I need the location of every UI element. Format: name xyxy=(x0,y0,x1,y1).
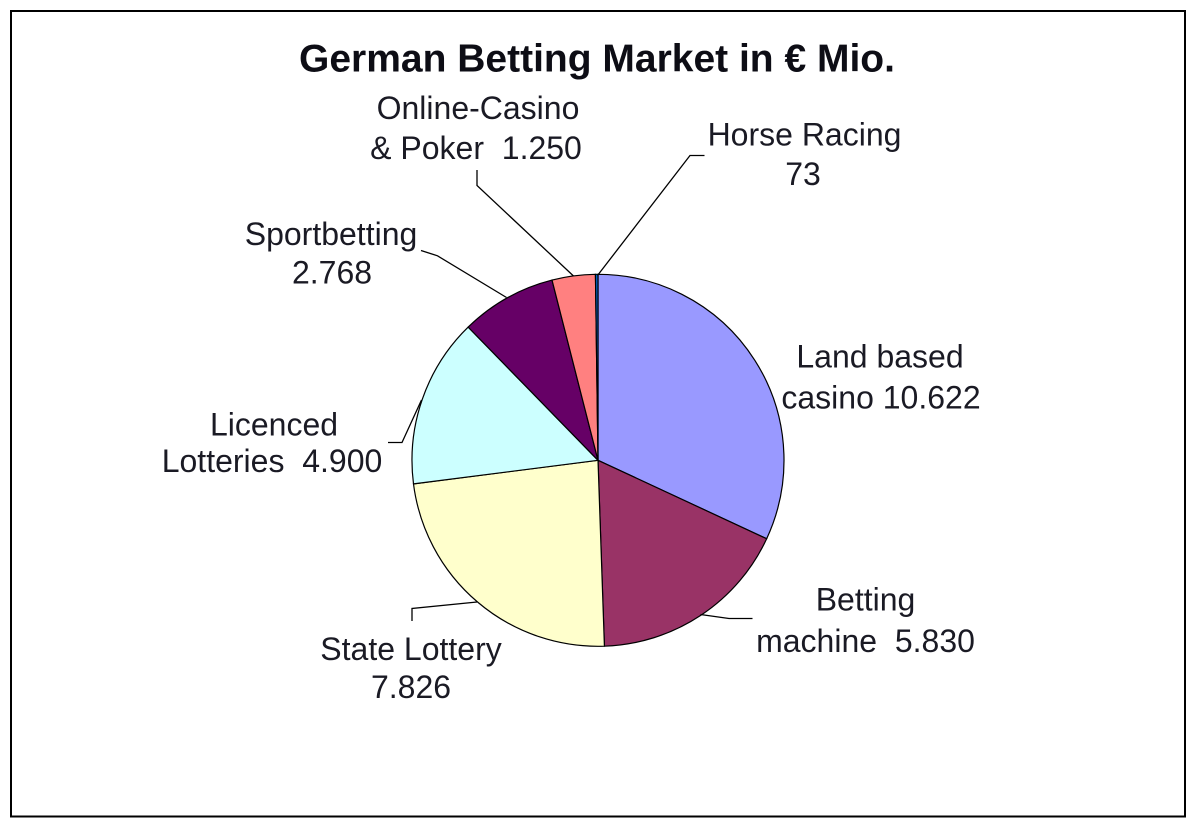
svg-text:Land based: Land based xyxy=(796,338,963,374)
svg-text:State Lottery: State Lottery xyxy=(320,631,501,667)
svg-text:Betting: Betting xyxy=(816,582,916,618)
svg-text:73: 73 xyxy=(785,156,821,192)
svg-text:2.768: 2.768 xyxy=(292,255,372,291)
svg-text:Licenced: Licenced xyxy=(210,407,338,443)
svg-text:Horse Racing: Horse Racing xyxy=(708,117,902,153)
svg-text:machine 5.830: machine 5.830 xyxy=(756,623,975,659)
svg-text:German Betting Market in € Mio: German Betting Market in € Mio. xyxy=(299,38,895,81)
svg-text:Online-Casino: Online-Casino xyxy=(377,90,580,126)
svg-text:& Poker 1.250: & Poker 1.250 xyxy=(370,130,582,166)
svg-text:7.826: 7.826 xyxy=(371,669,451,705)
svg-text:Lotteries 4.900: Lotteries 4.900 xyxy=(162,443,383,479)
svg-text:Sportbetting: Sportbetting xyxy=(245,216,418,252)
svg-text:casino 10.622: casino 10.622 xyxy=(781,380,980,416)
